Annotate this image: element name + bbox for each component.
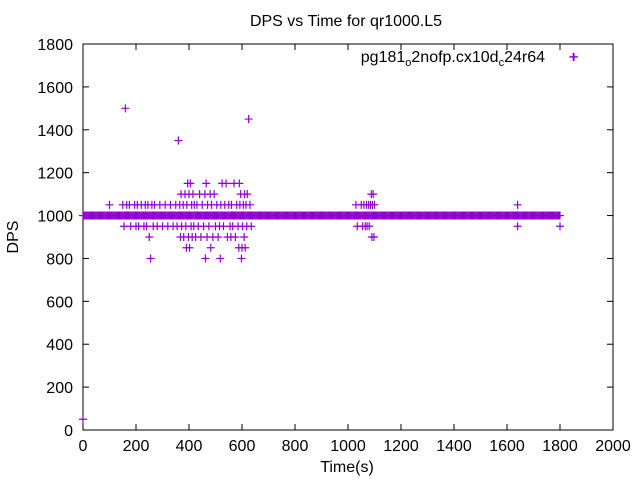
legend-label-part: 2nofp.cx10d [411, 49, 498, 66]
data-point [243, 190, 252, 199]
data-point [210, 190, 219, 199]
x-tick-label: 200 [123, 438, 150, 455]
x-tick-label: 400 [176, 438, 203, 455]
legend-label: pg181o2nofp.cx10dc24r64 [361, 49, 545, 69]
data-point [569, 52, 578, 61]
data-point [513, 200, 522, 209]
x-axis-title: Time(s) [320, 459, 374, 476]
data-point [556, 222, 564, 231]
data-point [201, 254, 210, 263]
legend-label-subscript: o [405, 57, 411, 69]
y-tick-label: 200 [46, 380, 73, 397]
x-tick-label: 800 [282, 438, 309, 455]
data-point [105, 200, 114, 209]
x-tick-label: 1200 [383, 438, 419, 455]
data-point [174, 136, 183, 145]
data-point [222, 179, 231, 188]
legend-label-part: 24r64 [504, 49, 545, 66]
data-point [245, 200, 254, 209]
data-point [79, 415, 87, 424]
data-point [247, 222, 256, 231]
x-tick-label: 1400 [436, 438, 472, 455]
x-tick-label: 1800 [542, 438, 578, 455]
y-tick-label: 1600 [37, 80, 73, 97]
data-point [244, 115, 253, 124]
data-point [216, 254, 225, 263]
data-point [370, 200, 379, 209]
x-tick-label: 0 [79, 438, 88, 455]
data-point [369, 190, 378, 199]
data-point [365, 222, 374, 231]
data-point [185, 243, 194, 252]
axis-ticks [82, 43, 614, 431]
data-point [235, 179, 244, 188]
data-points [79, 52, 578, 424]
x-tick-label: 600 [229, 438, 256, 455]
y-tick-label: 600 [46, 294, 73, 311]
y-tick-label: 0 [64, 423, 73, 440]
y-tick-label: 800 [46, 251, 73, 268]
data-point [240, 233, 249, 241]
y-tick-label: 1400 [37, 123, 73, 140]
y-axis-title: DPS [5, 221, 22, 254]
data-point [237, 254, 246, 263]
x-tick-label: 1600 [489, 438, 525, 455]
x-tick-label: 1000 [330, 438, 366, 455]
y-tick-label: 1200 [37, 166, 73, 183]
y-tick-label: 400 [46, 337, 73, 354]
data-point [146, 254, 155, 263]
data-point [214, 233, 223, 241]
x-tick-label: 2000 [595, 438, 631, 455]
data-point [206, 243, 215, 252]
data-point [202, 179, 211, 188]
plot-border [82, 43, 614, 431]
data-point [121, 104, 130, 113]
axis-tick-labels: 0 200 400 600 800 1000 1200 1400 1600 1800 2000 0 20… [37, 37, 630, 455]
legend: pg181o2nofp.cx10dc24r64 [361, 49, 578, 69]
data-point [241, 243, 250, 252]
legend-label-subscript: c [499, 57, 505, 69]
data-point [145, 233, 154, 241]
y-tick-label: 1800 [37, 37, 73, 54]
legend-label-part: pg181 [361, 49, 406, 66]
data-point [231, 233, 240, 241]
y-tick-label: 1000 [37, 209, 73, 226]
chart-title: DPS vs Time for qr1000.L5 [250, 13, 442, 30]
data-point [513, 222, 522, 231]
data-point [556, 211, 564, 220]
data-point [369, 233, 378, 241]
data-point [186, 179, 195, 188]
